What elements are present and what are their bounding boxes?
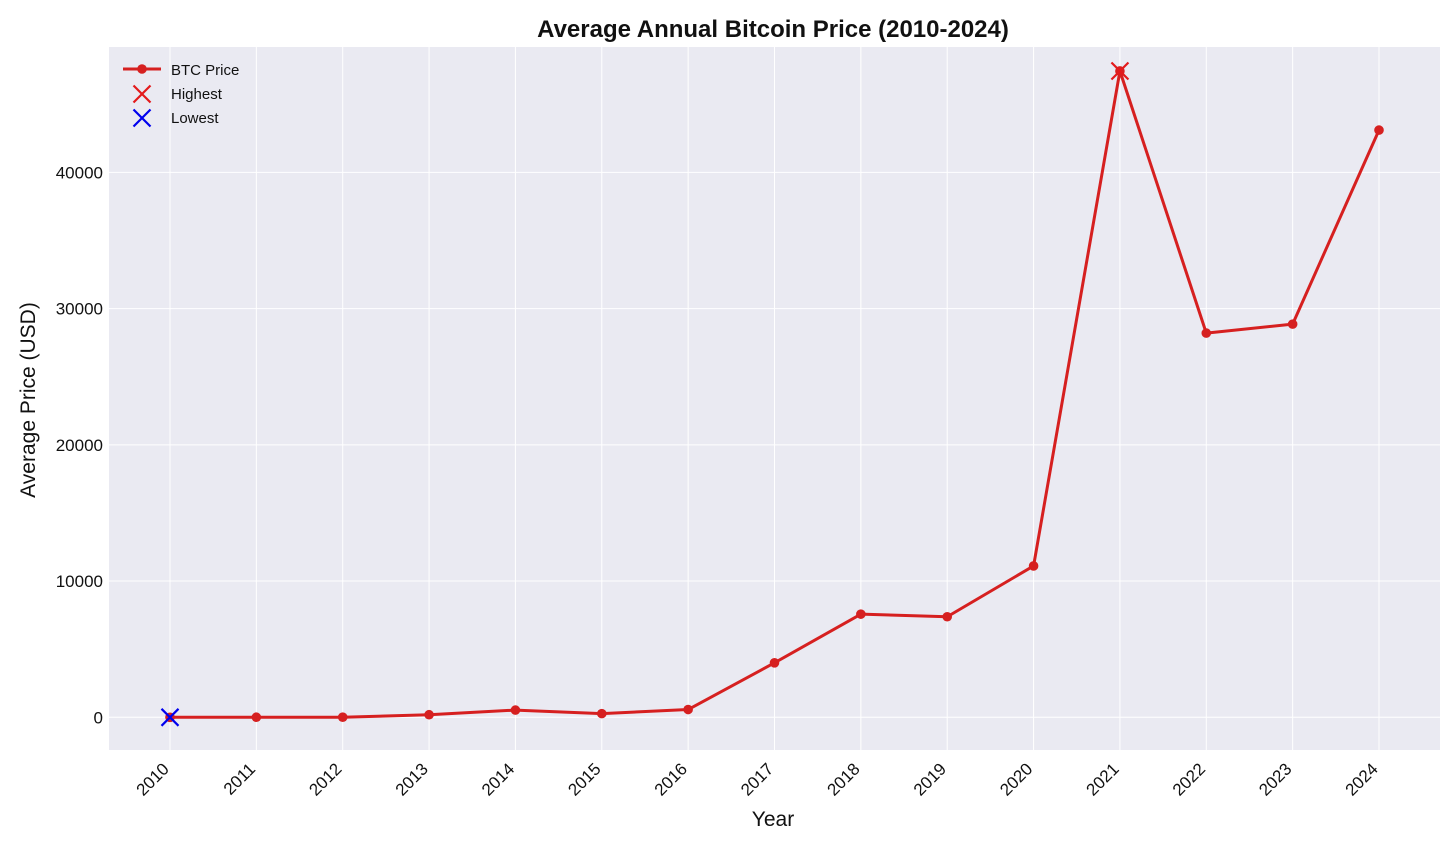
x-tick-label: 2015: [564, 759, 604, 799]
x-tick-label: 2013: [392, 759, 432, 799]
x-tick-label: 2021: [1083, 759, 1123, 799]
marker-stroke: [132, 84, 152, 104]
data-point: [510, 705, 521, 715]
legend-marker-btc: [137, 64, 147, 74]
grid: [109, 47, 1440, 750]
data-point: [769, 658, 780, 668]
y-tick-label: 0: [94, 708, 103, 727]
highest-marker: [1110, 61, 1130, 81]
data-point: [856, 609, 866, 619]
legend-label-highest: Highest: [171, 86, 223, 103]
data-point: [337, 712, 348, 722]
x-tick-label: 2018: [824, 759, 864, 799]
x-tick-label: 2011: [220, 759, 259, 798]
y-tick-label: 40000: [56, 163, 103, 182]
data-point: [251, 712, 262, 723]
x-tick-label: 2017: [737, 759, 777, 799]
x-tick-label: 2019: [910, 759, 950, 799]
x-tick-label: 2024: [1342, 759, 1382, 799]
data-point: [942, 611, 953, 622]
legend: BTC Price Highest Lowest: [123, 62, 239, 128]
legend-marker-lowest: [132, 108, 152, 128]
data-point: [1374, 125, 1384, 135]
data-point: [424, 709, 434, 720]
legend-marker-highest: [132, 84, 152, 104]
y-tick-label: 30000: [56, 300, 103, 319]
marker-stroke: [160, 708, 180, 727]
marker-stroke: [1110, 61, 1130, 81]
data-point: [596, 708, 607, 719]
x-tick-label: 2016: [651, 759, 691, 799]
data-point: [1028, 561, 1039, 571]
lowest-marker: [160, 708, 180, 727]
x-axis-label: Year: [752, 808, 794, 831]
y-axis-label: Average Price (USD): [17, 302, 40, 498]
y-tick-label: 20000: [56, 436, 103, 455]
x-tick-label: 2014: [478, 759, 518, 799]
data-point: [1201, 328, 1212, 338]
x-tick-label: 2012: [305, 759, 345, 799]
y-axis-ticks: 0 10000 20000 30000 40000: [56, 163, 103, 727]
x-tick-label: 2023: [1255, 759, 1295, 799]
y-tick-label: 10000: [56, 572, 103, 591]
highlight-markers: [160, 61, 1130, 727]
marker-stroke: [132, 108, 152, 128]
x-tick-label: 2010: [133, 759, 173, 799]
x-tick-label: 2022: [1169, 759, 1209, 799]
data-point: [1287, 319, 1298, 329]
legend-label-lowest: Lowest: [171, 110, 219, 127]
legend-label-btc-price: BTC Price: [171, 62, 239, 79]
x-tick-label: 2020: [996, 759, 1036, 799]
chart-title: Average Annual Bitcoin Price (2010-2024): [537, 16, 1009, 43]
data-point: [683, 704, 693, 715]
x-axis-ticks: 2010 2011 2012 2013 2014 2015 2016 2017 2018 2019…: [133, 759, 1382, 799]
